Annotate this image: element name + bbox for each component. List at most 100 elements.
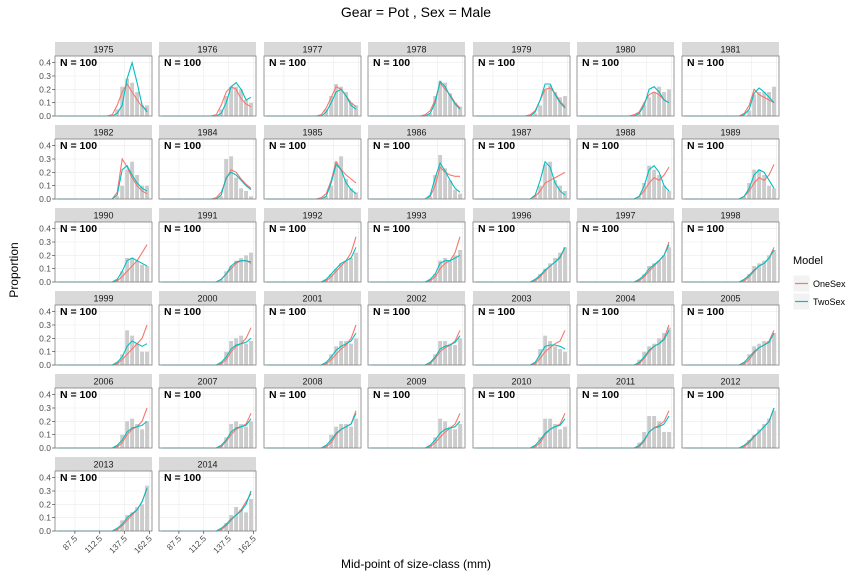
observed-bar xyxy=(130,258,135,282)
observed-bar xyxy=(125,258,130,282)
observed-bar xyxy=(433,354,438,365)
observed-bar xyxy=(458,106,462,116)
observed-bar xyxy=(140,351,144,365)
observed-bar xyxy=(772,188,776,199)
sample-size-label: N = 100 xyxy=(164,472,201,484)
y-tick-label: 0.0 xyxy=(39,443,51,453)
panel-border xyxy=(367,221,466,283)
observed-bar xyxy=(667,327,671,365)
observed-bar xyxy=(662,255,666,282)
panel-strip xyxy=(159,208,256,222)
observed-bar xyxy=(334,161,339,199)
y-tick-label: 0.3 xyxy=(39,403,51,413)
observed-bar xyxy=(329,434,334,448)
panel-2000: 2000 N = 100 xyxy=(158,291,257,366)
observed-bar xyxy=(229,266,234,282)
observed-bar xyxy=(224,437,229,448)
observed-bar xyxy=(433,274,438,282)
panel-strip xyxy=(577,42,674,56)
y-tick-label: 0.2 xyxy=(39,499,51,509)
observed-bar xyxy=(553,346,558,365)
observed-bar xyxy=(453,189,457,199)
panel-year-label: 1987 xyxy=(511,128,531,138)
sample-size-label: N = 100 xyxy=(60,140,97,152)
panel-border xyxy=(158,138,257,200)
panel-1992: 1992 N = 100 xyxy=(263,208,362,283)
panel-strip xyxy=(159,374,256,388)
panel-year-label: 1990 xyxy=(93,211,113,221)
observed-bar xyxy=(558,252,562,282)
sample-size-label: N = 100 xyxy=(373,57,410,69)
sample-size-label: N = 100 xyxy=(164,306,201,318)
panel-year-label: 1991 xyxy=(197,211,217,221)
sample-size-label: N = 100 xyxy=(60,472,97,484)
observed-bar xyxy=(140,185,144,199)
panel-year-label: 1982 xyxy=(93,128,113,138)
sample-size-label: N = 100 xyxy=(269,389,306,401)
observed-bar xyxy=(349,343,353,365)
panel-strip xyxy=(264,208,361,222)
y-tick-label: 0.2 xyxy=(39,84,51,94)
observed-bar xyxy=(354,105,358,116)
observed-bar xyxy=(772,410,776,448)
panel-1981: 1981 N = 100 xyxy=(681,42,780,117)
y-tick-label: 0.2 xyxy=(39,333,51,343)
observed-bar xyxy=(135,260,140,282)
y-tick-label: 0.1 xyxy=(39,264,51,274)
observed-bar xyxy=(662,333,666,365)
panel-strip xyxy=(55,374,152,388)
panel-border xyxy=(263,221,362,283)
sample-size-label: N = 100 xyxy=(60,389,97,401)
sample-size-label: N = 100 xyxy=(164,389,201,401)
panel-border xyxy=(54,387,153,449)
panel-border xyxy=(367,55,466,117)
observed-bar xyxy=(334,268,339,282)
panel-1989: 1989 N = 100 xyxy=(681,125,780,200)
observed-bar xyxy=(548,418,553,448)
observed-bar xyxy=(458,338,462,365)
observed-bar xyxy=(757,343,762,365)
y-tick-label: 0.4 xyxy=(39,58,51,68)
panel-2003: 2003 N = 100 xyxy=(472,291,571,366)
panel-year-label: 2011 xyxy=(616,377,635,387)
panel-1979: 1979 N = 100 xyxy=(472,42,571,117)
sample-size-label: N = 100 xyxy=(582,57,619,69)
y-tick-label: 0.1 xyxy=(39,430,51,440)
observed-bar xyxy=(443,82,448,116)
panel-strip xyxy=(473,125,570,139)
sample-size-label: N = 100 xyxy=(269,140,306,152)
observed-bar xyxy=(443,168,448,199)
observed-bar xyxy=(244,426,248,448)
panel-strip xyxy=(264,125,361,139)
y-tick-label: 0.3 xyxy=(39,320,51,330)
panel-strip xyxy=(577,291,674,305)
observed-bar xyxy=(543,335,548,365)
panel-strip xyxy=(577,208,674,222)
observed-bar xyxy=(224,351,229,365)
sample-size-label: N = 100 xyxy=(687,389,724,401)
panel-year-label: 2000 xyxy=(197,294,217,304)
observed-bar xyxy=(752,434,757,448)
observed-bar xyxy=(339,263,344,282)
panel-strip xyxy=(682,291,779,305)
observed-bar xyxy=(772,250,776,282)
y-tick-label: 0.0 xyxy=(39,194,51,204)
observed-bar xyxy=(244,255,248,282)
observed-bar xyxy=(747,440,752,448)
observed-bar xyxy=(244,100,248,116)
panel-year-label: 1986 xyxy=(406,128,426,138)
observed-bar xyxy=(249,102,253,116)
sample-size-label: N = 100 xyxy=(478,140,515,152)
observed-bar xyxy=(453,429,457,448)
observed-bar xyxy=(120,185,125,199)
observed-bar xyxy=(762,92,767,116)
observed-bar xyxy=(140,429,144,448)
panel-strip xyxy=(159,457,256,471)
observed-bar xyxy=(433,96,438,116)
panel-strip xyxy=(473,291,570,305)
observed-bar xyxy=(130,418,135,448)
observed-bar xyxy=(762,260,767,282)
panel-1987: 1987 N = 100 xyxy=(472,125,571,200)
observed-bar xyxy=(234,507,239,531)
observed-bar xyxy=(145,351,149,365)
